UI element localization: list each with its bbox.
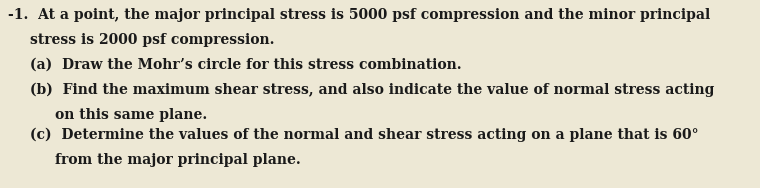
Text: (c)  Determine the values of the normal and shear stress acting on a plane that : (c) Determine the values of the normal a…: [30, 128, 698, 142]
Text: on this same plane.: on this same plane.: [55, 108, 207, 122]
Text: (a)  Draw the Mohr’s circle for this stress combination.: (a) Draw the Mohr’s circle for this stre…: [30, 58, 461, 72]
Text: from the major principal plane.: from the major principal plane.: [55, 153, 301, 167]
Text: (b)  Find the maximum shear stress, and also indicate the value of normal stress: (b) Find the maximum shear stress, and a…: [30, 83, 714, 97]
Text: stress is 2000 psf compression.: stress is 2000 psf compression.: [30, 33, 274, 47]
Text: -1.  At a point, the major principal stress is 5000 psf compression and the mino: -1. At a point, the major principal stre…: [8, 8, 711, 22]
